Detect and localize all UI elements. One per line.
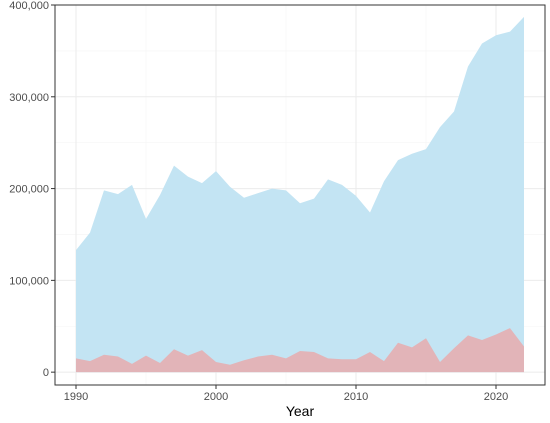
x-tick-label: 1990: [64, 391, 88, 403]
area-series-2: [76, 328, 524, 373]
axis-ticks: [51, 4, 497, 389]
x-axis-title: Year: [286, 403, 315, 419]
area-series-1: [76, 16, 524, 373]
tick-labels: 1990 2000 2010 2020 0 100,000 200,000 300,000 40…: [9, 0, 508, 403]
x-tick-label: 2010: [344, 391, 368, 403]
plot-panel: [54, 4, 546, 386]
x-tick-label: 2000: [204, 391, 228, 403]
y-tick-label: 0: [43, 367, 49, 379]
y-tick-label: 200,000: [9, 184, 49, 196]
y-tick-label: 100,000: [9, 275, 49, 287]
area-series: [76, 16, 524, 373]
x-tick-label: 2020: [484, 391, 508, 403]
y-tick-label: 400,000: [9, 0, 49, 12]
y-tick-label: 300,000: [9, 92, 49, 104]
